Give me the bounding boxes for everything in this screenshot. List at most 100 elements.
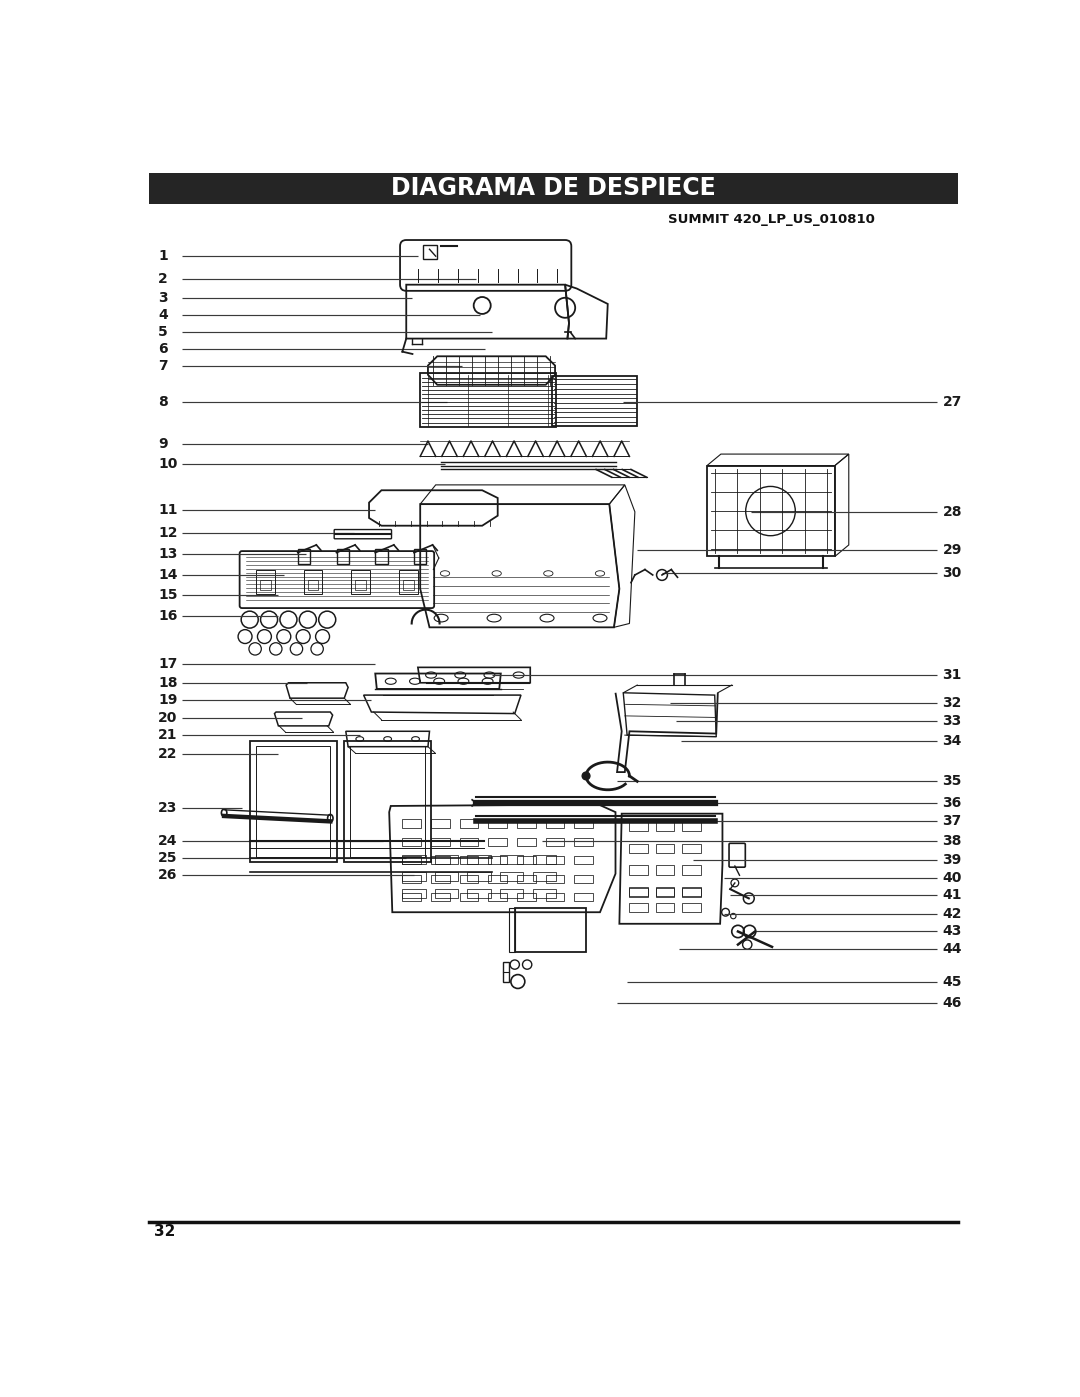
Bar [683, 887, 701, 895]
Bar [256, 746, 330, 856]
Text: 8: 8 [159, 395, 168, 409]
Bar [488, 819, 507, 827]
Bar [460, 893, 478, 901]
Bar [630, 844, 648, 854]
Text: 12: 12 [159, 527, 178, 541]
Bar [656, 887, 674, 895]
Bar [545, 856, 565, 865]
Bar [683, 887, 701, 897]
Text: 1: 1 [159, 249, 168, 263]
Bar [630, 887, 648, 897]
Text: 7: 7 [159, 359, 167, 373]
Text: 37: 37 [943, 814, 962, 828]
Bar [515, 908, 586, 953]
Bar [431, 838, 449, 847]
Text: 16: 16 [159, 609, 177, 623]
Bar [400, 570, 418, 594]
Bar [351, 570, 370, 594]
Bar [435, 855, 458, 865]
Bar [575, 819, 593, 827]
Bar [403, 888, 426, 898]
Text: 42: 42 [943, 907, 962, 921]
Text: 38: 38 [943, 834, 962, 848]
Text: 18: 18 [159, 676, 178, 690]
Bar [375, 549, 388, 564]
Bar [630, 823, 648, 831]
Bar [488, 838, 507, 847]
Bar [500, 888, 524, 898]
Bar [460, 819, 478, 827]
Bar [468, 872, 490, 882]
Bar [337, 549, 349, 564]
Bar [403, 872, 426, 882]
Bar [532, 855, 556, 865]
Text: 5: 5 [159, 326, 168, 339]
Bar [431, 819, 449, 827]
Bar [403, 819, 421, 827]
Bar [488, 856, 507, 865]
Text: 40: 40 [943, 870, 962, 884]
Text: 30: 30 [943, 566, 962, 580]
Bar [308, 580, 319, 591]
Bar [350, 746, 424, 856]
Bar [431, 875, 449, 883]
Bar [517, 893, 536, 901]
Bar [488, 875, 507, 883]
Bar [460, 838, 478, 847]
Bar [575, 875, 593, 883]
Bar [683, 865, 701, 875]
Bar [468, 855, 490, 865]
Text: 29: 29 [943, 543, 962, 557]
Text: 31: 31 [943, 668, 962, 682]
Text: 46: 46 [943, 996, 962, 1010]
Bar [683, 902, 701, 912]
Text: 22: 22 [159, 747, 178, 761]
Bar [532, 888, 556, 898]
Text: 15: 15 [159, 588, 178, 602]
Text: 13: 13 [159, 548, 177, 562]
Bar [552, 376, 637, 426]
Bar [298, 549, 310, 564]
Bar [656, 823, 674, 831]
Bar [545, 893, 565, 901]
Bar [431, 893, 449, 901]
Bar [683, 823, 701, 831]
Text: 36: 36 [943, 796, 962, 810]
Text: 32: 32 [154, 1224, 176, 1239]
Bar [149, 173, 958, 204]
Text: 4: 4 [159, 309, 168, 323]
Text: 23: 23 [159, 802, 177, 816]
Bar [403, 875, 421, 883]
Bar [260, 580, 271, 591]
Bar [575, 838, 593, 847]
Text: 43: 43 [943, 925, 962, 939]
Bar [683, 844, 701, 854]
Text: 10: 10 [159, 457, 177, 471]
Text: 34: 34 [943, 735, 962, 749]
Bar [420, 373, 556, 427]
Text: 9: 9 [159, 437, 167, 451]
Bar [403, 838, 421, 847]
Bar [545, 875, 565, 883]
Text: 3: 3 [159, 291, 167, 305]
Bar [256, 570, 274, 594]
Bar [630, 887, 648, 895]
Text: 35: 35 [943, 774, 962, 788]
Bar [414, 549, 427, 564]
Text: 26: 26 [159, 869, 177, 883]
Bar [431, 856, 449, 865]
Bar [403, 856, 421, 865]
Text: 19: 19 [159, 693, 177, 707]
Text: 17: 17 [159, 658, 177, 672]
Bar [403, 580, 414, 591]
Bar [656, 844, 674, 854]
Bar [460, 856, 478, 865]
Bar [545, 819, 565, 827]
Bar [460, 875, 478, 883]
Text: 39: 39 [943, 854, 962, 868]
Bar [656, 902, 674, 912]
Bar [249, 740, 337, 862]
Bar [517, 838, 536, 847]
Text: 21: 21 [159, 728, 178, 742]
Bar [575, 856, 593, 865]
